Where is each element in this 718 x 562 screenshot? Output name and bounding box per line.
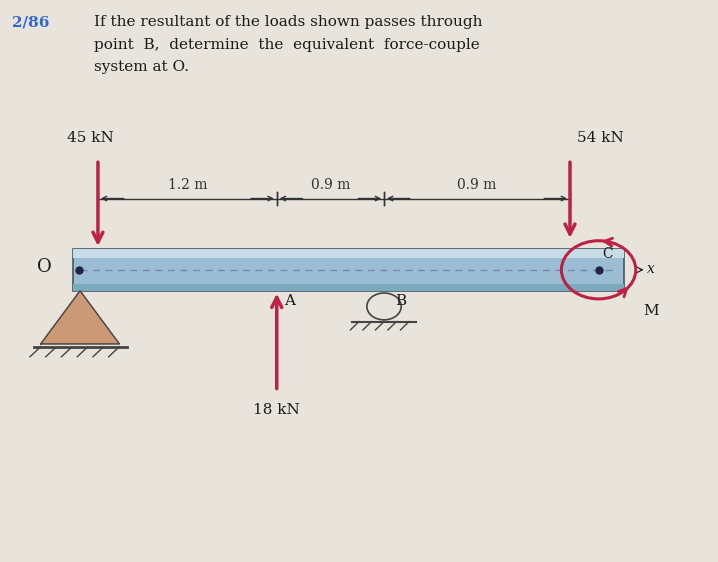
Text: 2/86: 2/86 [12,15,50,29]
Text: M: M [643,305,658,319]
Text: system at O.: system at O. [94,60,190,74]
Text: If the resultant of the loads shown passes through: If the resultant of the loads shown pass… [94,15,483,29]
Text: 0.9 m: 0.9 m [457,178,497,192]
Text: point  B,  determine  the  equivalent  force-couple: point B, determine the equivalent force-… [94,38,480,52]
Text: 1.2 m: 1.2 m [167,178,207,192]
Text: 0.9 m: 0.9 m [311,178,350,192]
Text: B: B [395,293,406,307]
Text: 45 kN: 45 kN [67,132,114,146]
Bar [73,249,624,258]
Circle shape [367,293,401,320]
Text: x: x [646,262,654,276]
Text: A: A [284,293,295,307]
Bar [73,249,624,291]
Text: C: C [602,247,612,261]
Text: 18 kN: 18 kN [253,402,300,416]
Bar [73,284,624,291]
Text: O: O [37,258,52,276]
Text: 54 kN: 54 kN [577,132,624,146]
Polygon shape [41,291,119,344]
